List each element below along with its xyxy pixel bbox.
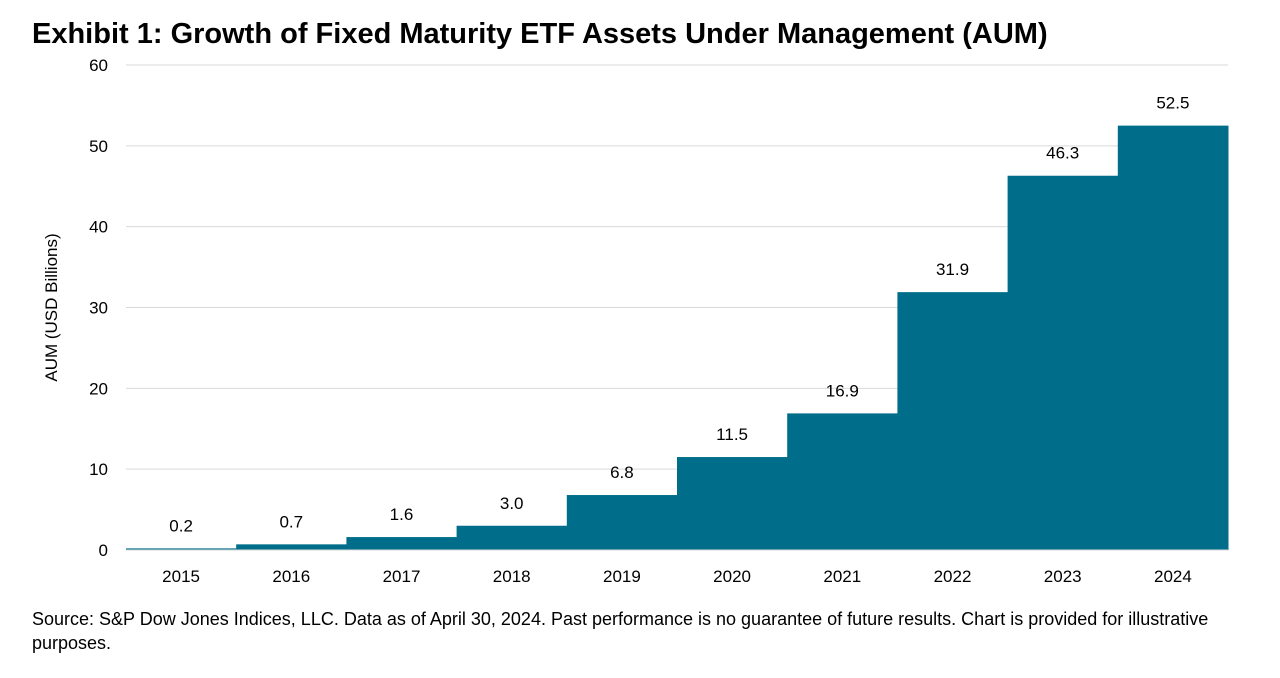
bar: [236, 544, 347, 550]
x-tick-label: 2017: [383, 567, 421, 586]
x-tick-label: 2023: [1044, 567, 1082, 586]
bar: [1007, 175, 1119, 550]
bar: [787, 413, 898, 550]
gridlines: [126, 64, 1228, 470]
x-axis-ticks: 2015 2016 2017 2018 2019 2020 2021 2022 2023 2024: [162, 567, 1192, 586]
data-label: 46.3: [1046, 144, 1079, 163]
data-labels: 0.2 0.7 1.6 3.0 6.8 11.5 16.9 31.9 46.3 52.5: [169, 94, 1189, 536]
y-tick-label: 40: [89, 218, 108, 237]
y-tick-label: 10: [89, 460, 108, 479]
y-tick-label: 20: [89, 379, 108, 398]
source-note: Source: S&P Dow Jones Indices, LLC. Data…: [32, 609, 1209, 653]
data-label: 0.7: [279, 512, 303, 531]
data-label: 11.5: [716, 425, 748, 444]
bar: [1117, 125, 1229, 550]
bar: [897, 292, 1009, 550]
y-tick-label: 50: [89, 137, 108, 156]
bar: [456, 525, 568, 550]
bar: [566, 495, 678, 550]
x-tick-label: 2015: [162, 567, 200, 586]
bars: [126, 125, 1229, 550]
x-tick-label: 2016: [272, 567, 310, 586]
data-label: 1.6: [390, 505, 414, 524]
data-label: 31.9: [936, 260, 969, 279]
x-tick-label: 2018: [493, 567, 531, 586]
bar: [677, 457, 788, 550]
x-tick-label: 2021: [823, 567, 861, 586]
y-axis-ticks: 0 10 20 30 40 50 60: [89, 56, 108, 560]
data-label: 52.5: [1156, 94, 1189, 113]
bar-chart: 0 10 20 30 40 50 60 0.2 0.7 1.6 3.0 6.8 11.5 16.9 31.…: [42, 56, 1229, 586]
x-tick-label: 2024: [1154, 567, 1192, 586]
x-tick-label: 2022: [934, 567, 972, 586]
y-tick-label: 0: [99, 541, 108, 560]
y-tick-label: 30: [89, 299, 108, 318]
data-label: 6.8: [610, 463, 634, 482]
x-tick-label: 2020: [713, 567, 751, 586]
x-tick-label: 2019: [603, 567, 641, 586]
data-label: 3.0: [500, 494, 524, 513]
y-tick-label: 60: [89, 56, 108, 75]
y-axis-label: AUM (USD Billions): [42, 233, 61, 381]
data-label: 16.9: [826, 381, 859, 400]
data-label: 0.2: [169, 516, 193, 535]
bar: [126, 548, 237, 550]
bar: [346, 537, 458, 550]
chart-title: Exhibit 1: Growth of Fixed Maturity ETF …: [32, 18, 1048, 50]
